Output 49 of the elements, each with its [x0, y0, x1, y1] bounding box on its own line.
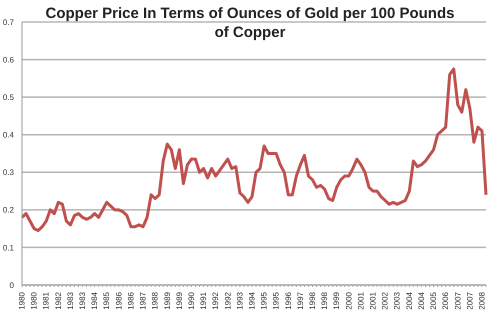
x-tick-label: 2000: [344, 291, 354, 310]
x-tick-label: 2005: [429, 291, 438, 310]
x-tick-label: 1999: [332, 291, 342, 310]
x-tick-label: 2004: [416, 291, 426, 310]
x-tick-label: 1993: [235, 291, 244, 310]
x-tick-label: 2001: [356, 291, 366, 310]
x-tick-label: 2004: [404, 291, 414, 310]
x-tick-label: 1992: [223, 291, 232, 310]
x-tick-label: 1986: [126, 291, 136, 310]
chart-title: Copper Price In Terms of Ounces of Gold per 100 Pounds of Copper: [44, 4, 456, 42]
x-tick-label: 2008: [477, 291, 486, 310]
x-tick-label: 1983: [66, 291, 75, 310]
x-tick-label: 1996: [284, 291, 293, 310]
y-tick-label: 0.5: [2, 92, 15, 102]
y-tick-label: 0.4: [2, 130, 15, 140]
x-tick-label: 1981: [42, 291, 51, 310]
x-tick-label: 1994: [247, 291, 256, 310]
x-tick-label: 1989: [174, 291, 184, 310]
y-tick-label: 0.7: [2, 18, 15, 27]
y-tick-label: 0: [10, 280, 15, 290]
x-tick-label: 2007: [465, 291, 474, 310]
x-tick-label: 1995: [272, 291, 281, 310]
x-tick-label: 1989: [162, 291, 172, 310]
x-tick-label: 2002: [380, 291, 390, 310]
x-tick-label: 1982: [54, 291, 63, 310]
x-tick-label: 1980: [18, 291, 26, 310]
x-tick-label: 2006: [441, 291, 450, 310]
x-tick-label: 1986: [114, 291, 124, 310]
x-tick-label: 1997: [296, 291, 305, 310]
y-tick-label: 0.3: [2, 168, 15, 178]
x-tick-label: 1998: [308, 291, 318, 310]
x-tick-label: 1985: [102, 291, 112, 310]
x-tick-label: 1990: [186, 291, 196, 310]
x-tick-label: 2001: [368, 291, 378, 310]
line-series: [20, 67, 488, 232]
x-tick-label: 1983: [78, 291, 88, 310]
x-tick-label: 1991: [199, 291, 208, 310]
x-tick-label: 2007: [453, 291, 462, 310]
x-tick-label: 2003: [392, 291, 402, 310]
y-tick-label: 0.2: [2, 206, 15, 215]
x-tick-label: 1998: [320, 291, 330, 310]
x-tick-label: 1984: [90, 291, 100, 310]
x-tick-label: 1987: [138, 291, 148, 310]
x-tick-label: 1988: [150, 291, 160, 310]
y-tick-label: 0.6: [2, 55, 15, 64]
x-tick-label: 1980: [30, 291, 39, 310]
y-tick-label: 0.1: [2, 243, 15, 252]
x-tick-label: 1995: [260, 291, 269, 310]
x-tick-label: 1992: [211, 291, 220, 310]
